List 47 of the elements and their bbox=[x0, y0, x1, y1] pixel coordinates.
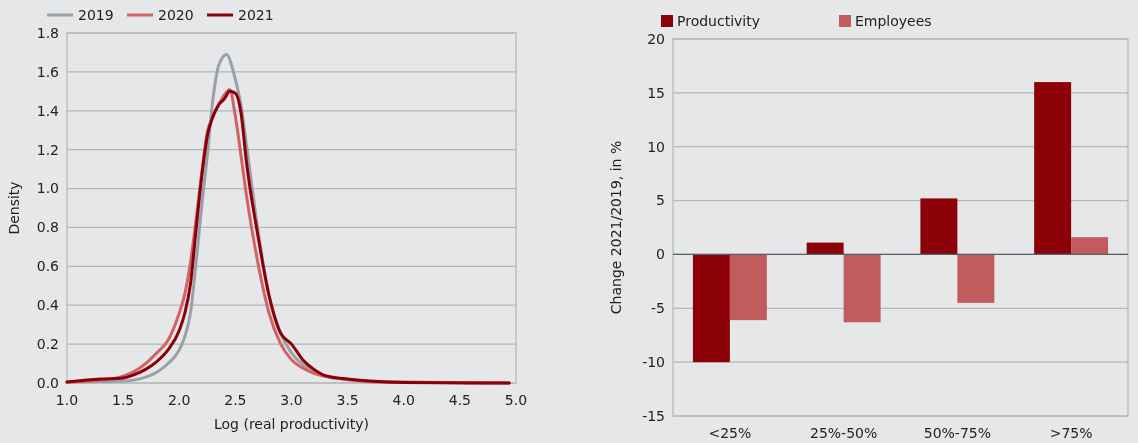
y-tick-label: 1.4 bbox=[36, 102, 60, 119]
x-tick-label: 50%-75% bbox=[923, 425, 992, 441]
x-tick-label: <25% bbox=[708, 425, 752, 441]
y-tick-label: 1.0 bbox=[36, 180, 59, 197]
bar bbox=[1071, 237, 1109, 255]
x-tick-label: 25%-50% bbox=[809, 425, 878, 441]
y-tick-label: 0.2 bbox=[36, 336, 59, 353]
bar bbox=[806, 242, 844, 255]
y-tick-label: 20 bbox=[647, 30, 665, 47]
y-axis-title: Density bbox=[6, 181, 22, 235]
x-tick-label: >75% bbox=[1049, 425, 1093, 441]
legend-label: 2020 bbox=[158, 6, 194, 23]
x-tick-label: 3.0 bbox=[280, 392, 303, 408]
y-tick-label: 0.6 bbox=[36, 258, 60, 275]
y-tick-label: -5 bbox=[651, 300, 665, 317]
x-tick-label: 4.0 bbox=[392, 392, 415, 408]
x-tick-label: 5.0 bbox=[504, 392, 528, 408]
y-tick-label: 0.4 bbox=[36, 297, 60, 314]
bar bbox=[1034, 82, 1072, 255]
y-tick-label: -15 bbox=[642, 407, 665, 424]
legend-label: Employees bbox=[855, 12, 932, 29]
x-tick-label: 3.5 bbox=[336, 392, 359, 408]
x-tick-label: 2.5 bbox=[224, 392, 247, 408]
x-tick-label: 1.0 bbox=[55, 392, 79, 408]
bar bbox=[692, 254, 730, 363]
bar bbox=[729, 254, 767, 321]
y-tick-label: 1.6 bbox=[36, 63, 60, 80]
x-axis-title: Log (real productivity) bbox=[213, 416, 370, 432]
y-tick-label: -10 bbox=[642, 354, 665, 371]
y-tick-label: 0 bbox=[656, 246, 665, 263]
x-tick-label: 1.5 bbox=[111, 392, 135, 408]
y-tick-label: 1.8 bbox=[36, 24, 59, 41]
y-tick-label: 0.0 bbox=[36, 374, 59, 391]
x-tick-label: 4.5 bbox=[448, 392, 472, 408]
y-tick-label: 10 bbox=[647, 138, 665, 155]
y-tick-label: 1.2 bbox=[36, 141, 59, 158]
legend-label: Productivity bbox=[677, 12, 760, 29]
bar bbox=[843, 254, 881, 323]
legend-label: 2021 bbox=[238, 6, 274, 23]
x-tick-label: 2.0 bbox=[168, 392, 191, 408]
y-axis-title: Change 2021/2019, in % bbox=[608, 140, 624, 315]
bar bbox=[957, 254, 995, 303]
y-tick-label: 15 bbox=[647, 84, 665, 101]
bar bbox=[920, 198, 958, 255]
y-tick-label: 0.8 bbox=[36, 219, 59, 236]
legend-label: 2019 bbox=[78, 6, 114, 23]
y-tick-label: 5 bbox=[656, 192, 665, 209]
